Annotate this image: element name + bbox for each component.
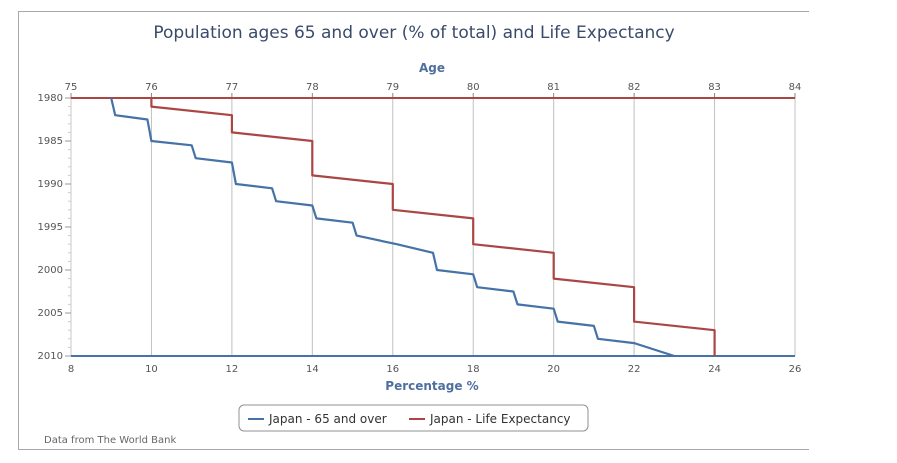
bottom-tick-label: 20 <box>547 364 560 375</box>
bottom-tick-label: 18 <box>467 364 480 375</box>
bottom-tick-label: 26 <box>789 364 802 375</box>
axis-layer: 8 10 12 14 16 18 20 22 24 26 75 76 77 78 79 80 81 82 83 84 1… <box>38 82 802 375</box>
bottom-tick-label: 14 <box>306 364 319 375</box>
y-tick-label: 1980 <box>38 93 63 104</box>
top-tick-label: 83 <box>708 82 721 93</box>
top-tick-label: 84 <box>789 82 802 93</box>
legend: Japan - 65 and over Japan - Life Expecta… <box>238 404 589 432</box>
top-tick-label: 82 <box>628 82 641 93</box>
bottom-tick-label: 24 <box>708 364 721 375</box>
legend-label-65-and-over[interactable]: Japan - 65 and over <box>268 412 387 426</box>
source-note: Data from The World Bank <box>44 435 176 446</box>
y-tick-label: 1995 <box>38 222 63 233</box>
top-tick-label: 78 <box>306 82 319 93</box>
y-tick-label: 1985 <box>38 136 63 147</box>
y-tick-label: 2000 <box>38 265 63 276</box>
bottom-tick-label: 22 <box>628 364 641 375</box>
bottom-tick-label: 12 <box>226 364 239 375</box>
bottom-axis-title: Percentage % <box>385 379 478 393</box>
y-tick-label: 2005 <box>38 308 63 319</box>
series-line-life-expectancy[interactable] <box>150 98 716 356</box>
series-line-65-and-over[interactable] <box>110 97 675 358</box>
top-tick-label: 75 <box>65 82 78 93</box>
chart-frame: Population ages 65 and over (% of total)… <box>18 11 809 450</box>
top-tick-label: 77 <box>226 82 239 93</box>
top-tick-label: 76 <box>145 82 158 93</box>
top-tick-label: 79 <box>386 82 399 93</box>
bottom-tick-label: 8 <box>68 364 74 375</box>
series-layer <box>110 97 716 358</box>
chart-title: Population ages 65 and over (% of total)… <box>153 23 674 43</box>
y-tick-label: 2010 <box>38 351 63 362</box>
top-tick-label: 81 <box>547 82 560 93</box>
y-tick-label: 1990 <box>38 179 63 190</box>
bottom-tick-label: 16 <box>386 364 399 375</box>
top-tick-label: 80 <box>467 82 480 93</box>
grid-layer <box>70 98 796 356</box>
chart-svg: Population ages 65 and over (% of total)… <box>38 23 802 446</box>
legend-label-life-expectancy[interactable]: Japan - Life Expectancy <box>429 412 571 426</box>
top-axis-title: Age <box>419 61 445 75</box>
bottom-tick-label: 10 <box>145 364 158 375</box>
